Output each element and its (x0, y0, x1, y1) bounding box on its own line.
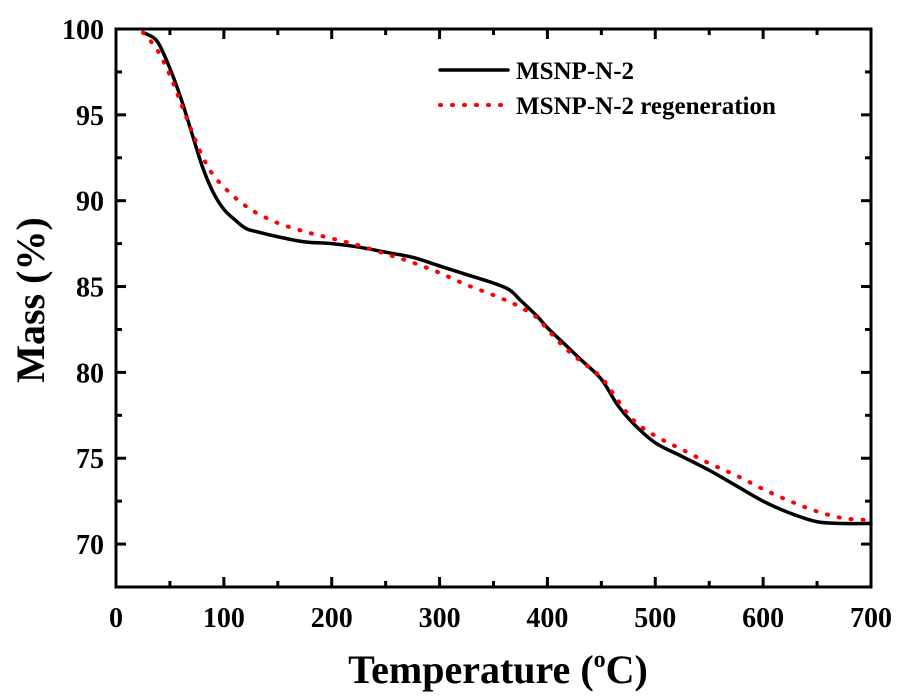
series-line-msnp-n-2 (141, 30, 873, 526)
series-line-msnp-n-2-regeneration (140, 30, 873, 523)
x-axis-title-unit: C) (606, 647, 648, 692)
y-tick-label: 95 (76, 101, 104, 132)
y-tick-label: 100 (62, 15, 104, 46)
y-tick-label: 70 (76, 530, 104, 561)
y-tick-label: 85 (76, 273, 104, 304)
x-axis-title-text: Temperature ( (348, 647, 594, 692)
tick-labels: 0 100 200 300 400 500 600 700 70 75 80 85 90 95 100 (62, 15, 892, 634)
x-tick-label: 100 (203, 603, 245, 634)
x-axis-title-superscript: o (594, 647, 606, 673)
y-tick-label: 75 (76, 444, 104, 475)
x-tick-label: 500 (634, 603, 676, 634)
series-layer (140, 30, 873, 526)
x-tick-label: 200 (311, 603, 353, 634)
x-axis-title: Temperature (oC) (348, 647, 648, 692)
y-tick-label: 80 (76, 358, 104, 389)
legend-label: MSNP-N-2 (516, 58, 634, 85)
ticks-layer (114, 27, 873, 589)
x-tick-label: 600 (742, 603, 784, 634)
x-tick-label: 0 (109, 603, 123, 634)
legend-label: MSNP-N-2 regeneration (516, 93, 776, 120)
x-tick-label: 300 (419, 603, 461, 634)
x-tick-label: 400 (526, 603, 568, 634)
y-axis-title: Mass (%) (8, 217, 53, 383)
x-tick-label: 700 (850, 603, 892, 634)
legend: MSNP-N-2 MSNP-N-2 regeneration (438, 58, 776, 120)
y-tick-label: 90 (76, 187, 104, 218)
